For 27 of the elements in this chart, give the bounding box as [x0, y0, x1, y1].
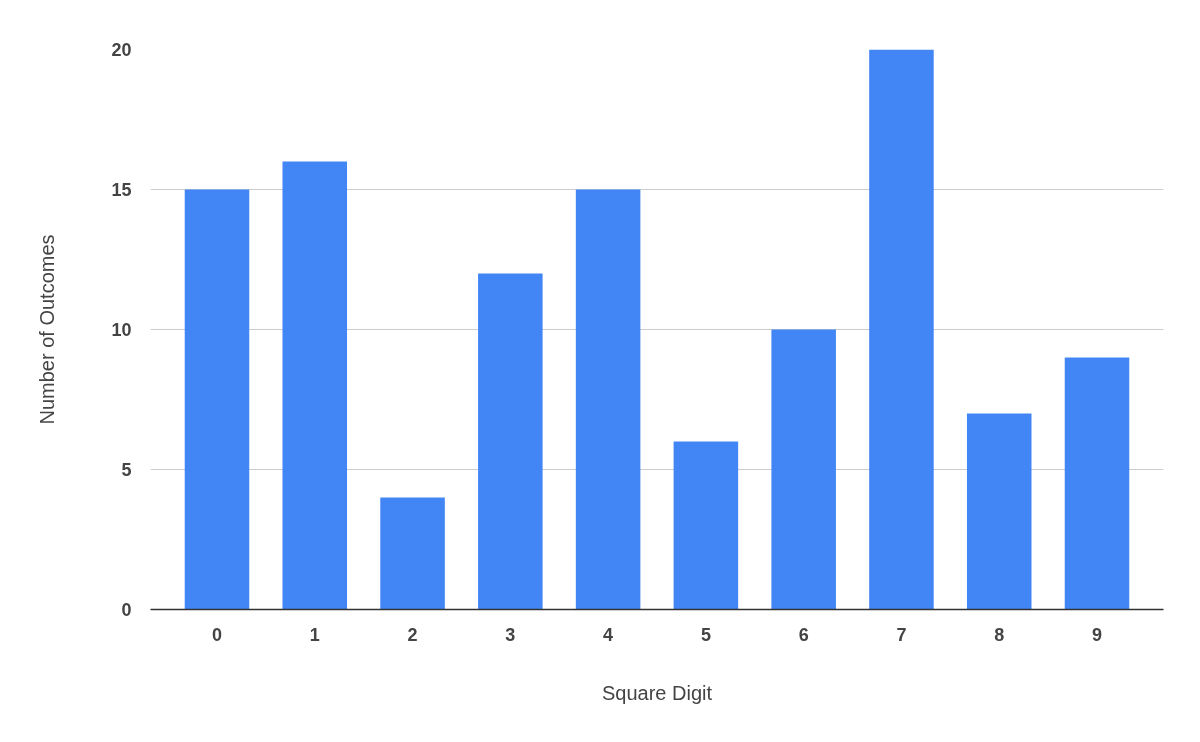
x-tick-label: 2 [407, 624, 418, 645]
bar [478, 273, 543, 610]
y-tick-label: 20 [111, 40, 132, 60]
bar [184, 189, 250, 610]
x-tick-label: 3 [505, 624, 516, 645]
x-tick-label: 6 [798, 624, 809, 645]
y-tick-label: 0 [121, 600, 132, 620]
y-axis-title: Number of Outcomes [36, 234, 59, 425]
y-tick-label: 10 [111, 320, 132, 340]
y-tick-label: 15 [111, 180, 132, 200]
bar [869, 49, 934, 610]
x-tick-label: 9 [1092, 624, 1103, 645]
x-axis-title: Square Digit [601, 681, 713, 704]
x-tick-label: 8 [994, 624, 1005, 645]
bar [575, 189, 641, 610]
x-tick-label: 5 [700, 624, 711, 645]
x-tick-label: 4 [603, 624, 614, 645]
x-tick-label: 1 [309, 624, 320, 645]
bar [1064, 357, 1130, 610]
bar [380, 497, 445, 610]
x-tick-label: 7 [896, 624, 907, 645]
bar [282, 161, 348, 610]
y-tick-label: 5 [121, 460, 132, 480]
bar [966, 413, 1032, 610]
bar [673, 441, 739, 610]
x-tick-label: 0 [211, 624, 222, 645]
bar [771, 329, 836, 610]
